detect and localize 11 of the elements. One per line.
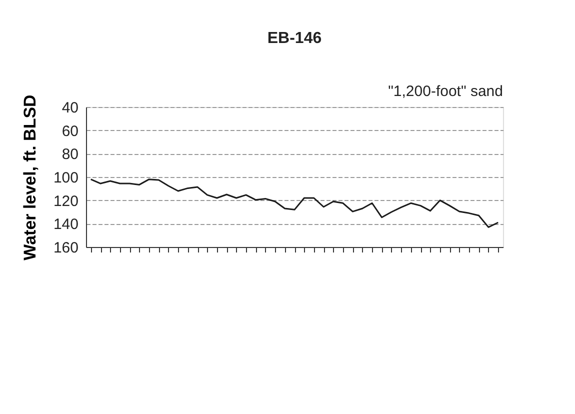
- chart-title: EB-146: [267, 30, 322, 47]
- y-tick-label: 140: [53, 216, 78, 234]
- text: "1,200-foot" sand: [388, 83, 503, 100]
- y-tick-label: 80: [62, 146, 78, 164]
- line-series: [90, 178, 499, 228]
- y-tick-label: 40: [62, 100, 78, 116]
- y-tick-label: 100: [53, 170, 78, 186]
- y-tick-label: 120: [53, 192, 78, 210]
- y-axis-title: Water level, ft. BLSD: [20, 94, 40, 260]
- y-tick-label: 160: [53, 240, 78, 256]
- y-tick-label: 60: [62, 122, 78, 140]
